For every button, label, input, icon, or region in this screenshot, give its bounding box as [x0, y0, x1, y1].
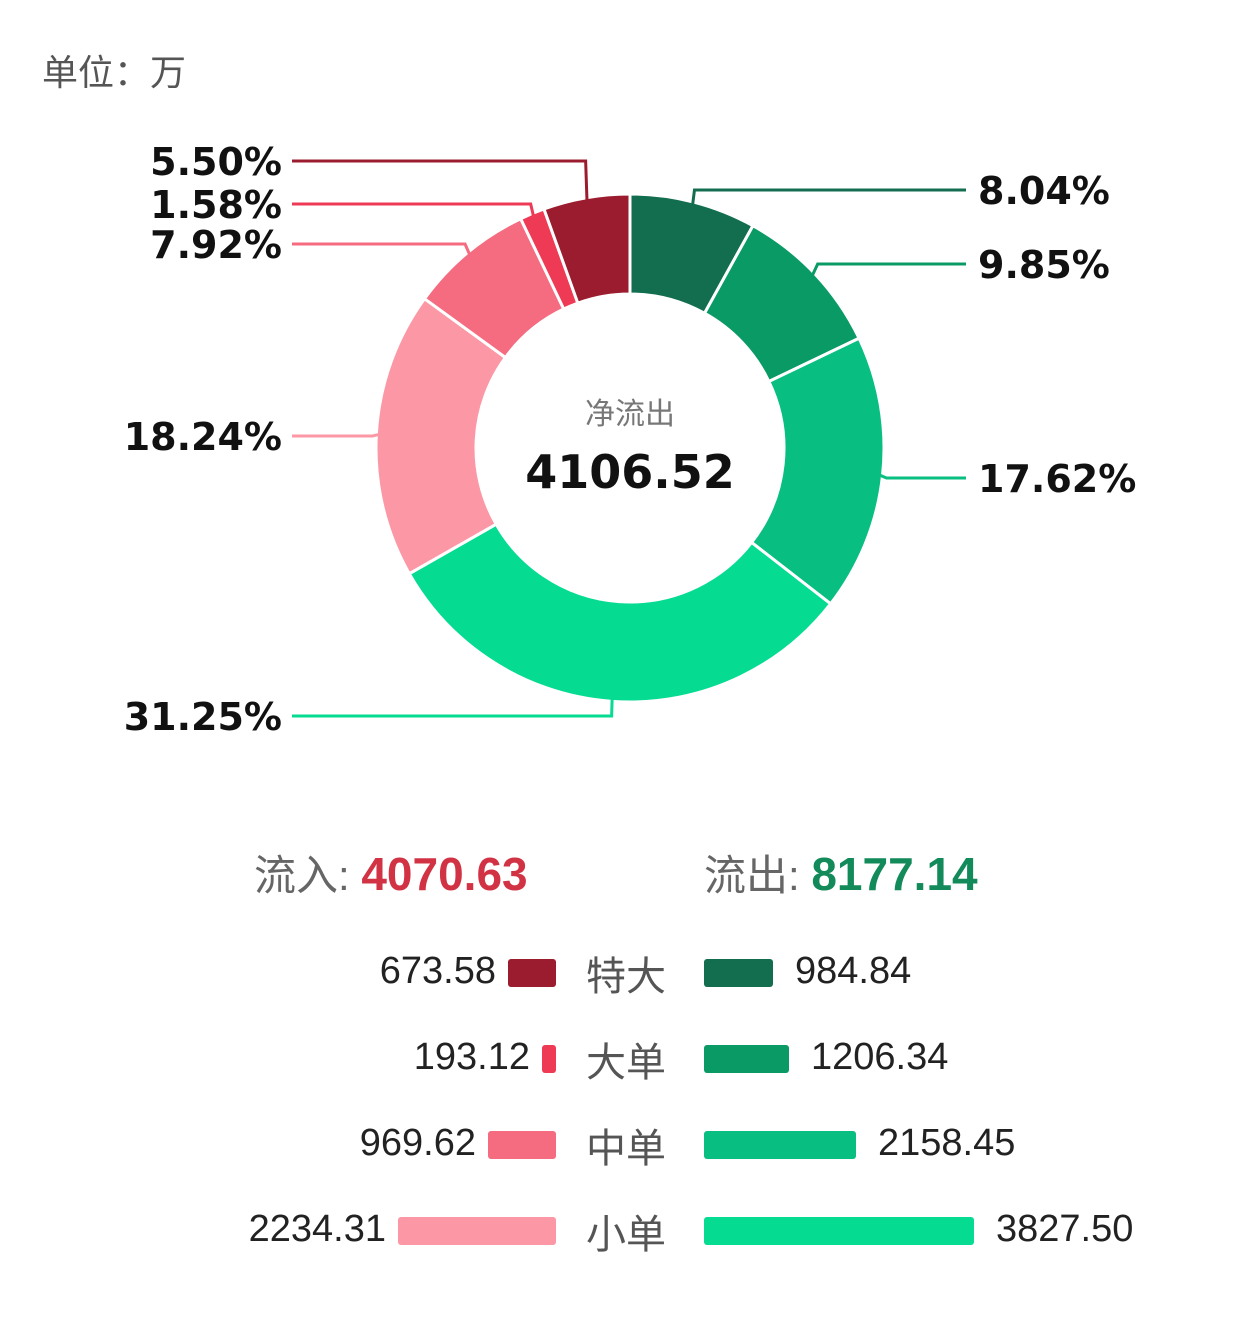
- center-title: 净流出: [585, 397, 675, 432]
- category-label: 中单: [586, 1127, 666, 1171]
- donut-slice-in-7: [542, 192, 632, 306]
- outflow-amount: 984.84: [795, 950, 912, 992]
- slice-label-0: 8.04%: [978, 169, 1110, 213]
- outflow-amount: 3827.50: [996, 1208, 1134, 1250]
- unit-label: 单位：万: [42, 52, 187, 93]
- outflow-amount: 2158.45: [878, 1122, 1016, 1164]
- category-label: 大单: [586, 1041, 666, 1085]
- inflow-label: 流入:: [254, 852, 350, 899]
- outflow-bar: [704, 1217, 974, 1245]
- breakdown-row: 673.58 特大 984.84: [0, 942, 1260, 1002]
- inflow-total: 流入: 4070.63: [254, 842, 528, 903]
- leader-line-0: [690, 188, 966, 207]
- slice-label-3: 31.25%: [124, 695, 282, 739]
- inflow-amount: 969.62: [359, 1122, 476, 1164]
- leader-line-1: [810, 262, 966, 278]
- inflow-amount: 193.12: [413, 1036, 530, 1078]
- inflow-amount: 2234.31: [248, 1208, 386, 1250]
- breakdown-row: 193.12 大单 1206.34: [0, 1028, 1260, 1088]
- outflow-amount: 1206.34: [811, 1036, 949, 1078]
- slice-label-4: 18.24%: [124, 415, 282, 459]
- category-label: 特大: [586, 955, 666, 999]
- donut-slice-out-3: [407, 522, 833, 704]
- category-label: 小单: [586, 1213, 666, 1257]
- outflow-bar: [704, 1045, 789, 1073]
- leader-line-3: [292, 697, 614, 718]
- slice-label-1: 9.85%: [978, 243, 1110, 287]
- leader-line-2: [877, 473, 966, 480]
- inflow-bar: [508, 959, 556, 987]
- totals-row: 流入: 4070.63 流出: 8177.14: [0, 842, 1260, 900]
- slice-label-7: 5.50%: [150, 140, 282, 184]
- outflow-bar: [704, 1131, 856, 1159]
- inflow-bar: [488, 1131, 556, 1159]
- outflow-value: 8177.14: [811, 848, 978, 900]
- breakdown-row: 969.62 中单 2158.45: [0, 1114, 1260, 1174]
- slice-label-5: 7.92%: [150, 223, 282, 267]
- outflow-label: 流出:: [704, 852, 800, 899]
- inflow-amount: 673.58: [379, 950, 496, 992]
- leader-line-6: [292, 202, 536, 218]
- outflow-bar: [704, 959, 773, 987]
- donut-chart: 8.04% 9.85% 17.62% 31.25% 18.24% 7.92%1.58%5.…: [124, 140, 1137, 739]
- inflow-value: 4070.63: [361, 848, 528, 900]
- outflow-total: 流出: 8177.14: [704, 842, 978, 903]
- leader-line-7: [292, 159, 589, 202]
- slice-label-2: 17.62%: [978, 457, 1136, 501]
- slice-label-6: 1.58%: [150, 183, 282, 227]
- inflow-bar: [542, 1045, 556, 1073]
- leader-line-5: [292, 242, 472, 257]
- leader-line-4: [292, 432, 381, 438]
- breakdown-row: 2234.31 小单 3827.50: [0, 1200, 1260, 1260]
- center-value: 4106.52: [525, 445, 735, 499]
- donut-slice-out-2: [749, 336, 886, 606]
- inflow-bar: [398, 1217, 556, 1245]
